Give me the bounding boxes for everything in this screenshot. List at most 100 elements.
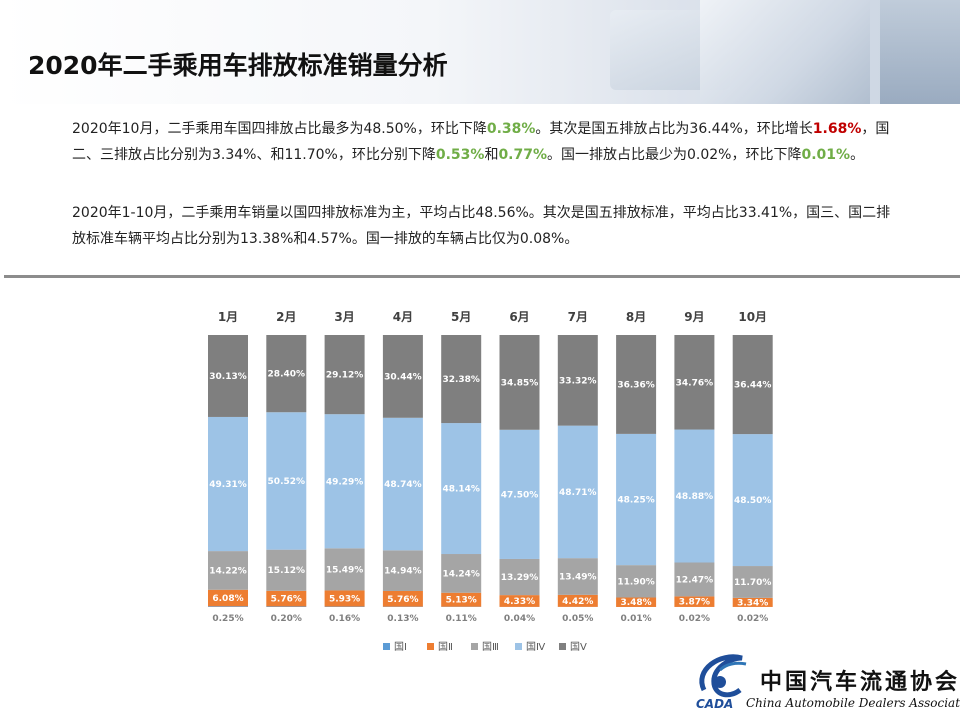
data-label: 28.40%: [268, 370, 306, 380]
data-label: 0.02%: [679, 614, 710, 624]
legend-swatch: [515, 643, 522, 650]
data-label: 49.29%: [326, 477, 364, 487]
bar-segment-3: [382, 550, 423, 591]
bar-segment-1: [266, 606, 307, 607]
month-label: 2月: [276, 310, 296, 324]
data-label: 34.85%: [501, 378, 539, 388]
legend-swatch: [471, 643, 478, 650]
data-label: 50.52%: [268, 477, 306, 487]
bar-segment-4: [732, 434, 773, 567]
cada-logo-mark: CADA: [696, 654, 747, 711]
data-label: 15.12%: [268, 566, 306, 576]
page-title: 2020年二手乘用车排放标准销量分析: [28, 51, 448, 80]
analysis-paragraph-ytd: 2020年1-10月，二手乘用车销量以国四排放标准为主，平均占比48.56%。其…: [72, 205, 891, 247]
bar-segment-3: [208, 551, 248, 590]
bar-segment-3: [674, 562, 715, 597]
data-label: 0.01%: [620, 614, 651, 624]
data-label: 3.48%: [620, 598, 651, 608]
data-label: 5.93%: [329, 594, 360, 604]
data-label: 0.02%: [737, 614, 768, 624]
bar-segment-5: [616, 335, 657, 434]
bar-segment-4: [324, 414, 365, 549]
header-decoration: [880, 0, 960, 104]
data-label: 0.16%: [329, 614, 360, 624]
bar-segment-4: [674, 429, 715, 563]
logo-mark-text: CADA: [696, 697, 733, 711]
data-label: 0.04%: [504, 614, 535, 624]
bar-segment-5: [499, 335, 540, 430]
data-label: 36.36%: [617, 380, 655, 390]
data-label: 48.50%: [734, 496, 772, 506]
paragraph-text-segment: 和: [484, 147, 499, 163]
data-label: 0.11%: [446, 614, 477, 624]
data-label: 3.87%: [679, 598, 710, 608]
bar-segment-2: [208, 589, 248, 607]
bar-segment-2: [441, 592, 482, 607]
bar-segment-4: [266, 412, 307, 550]
emission-standard-stacked-bar-chart: 1月 0.25% 6.08% 14.22% 49.31% 30.13% 2月 0.20% 5.7…: [208, 310, 773, 653]
paragraph-text-segment: 2020年10月，二手乘用车国四排放占比最多为48.50%，环比下降: [72, 121, 487, 137]
data-label: 5.76%: [387, 595, 418, 605]
bar-segment-5: [266, 335, 307, 413]
bar-segment-3: [266, 549, 307, 591]
data-label: 30.44%: [384, 372, 422, 382]
bar-segment-3: [557, 558, 598, 595]
data-label: 4.33%: [504, 597, 535, 607]
bar-segment-2: [557, 594, 598, 607]
data-label: 32.38%: [442, 375, 480, 385]
bar-segment-5: [674, 335, 715, 430]
data-label: 47.50%: [501, 490, 539, 500]
bar-segment-3: [324, 548, 365, 591]
data-label: 6.08%: [212, 594, 243, 604]
data-label: 0.13%: [387, 614, 418, 624]
header-decoration: [700, 0, 870, 104]
data-label: 5.76%: [271, 595, 302, 605]
legend-label: 国Ⅴ: [570, 641, 587, 653]
data-label: 0.25%: [212, 614, 243, 624]
month-label: 9月: [684, 310, 704, 324]
bar-segment-4: [208, 416, 248, 552]
data-label: 34.76%: [676, 378, 714, 388]
bar-segment-2: [382, 590, 423, 607]
data-label: 0.20%: [271, 614, 302, 624]
section-divider: [4, 275, 960, 278]
month-label: 7月: [568, 310, 588, 324]
data-label: 30.13%: [209, 372, 247, 382]
bar-segment-4: [441, 423, 482, 555]
data-label: 3.34%: [737, 598, 768, 608]
bar-segment-1: [208, 606, 248, 607]
data-label: 14.22%: [209, 566, 247, 576]
bar-segment-5: [732, 335, 773, 435]
analysis-paragraph-october: 2020年10月，二手乘用车国四排放占比最多为48.50%，环比下降0.38%。…: [72, 116, 902, 168]
data-label: 14.24%: [442, 569, 480, 579]
legend-label: 国Ⅳ: [526, 641, 546, 653]
paragraph-text-segment: 。国一排放占比最少为0.02%，环比下降: [547, 147, 802, 163]
month-label: 4月: [393, 310, 413, 324]
data-label: 11.90%: [617, 577, 655, 587]
data-label: 14.94%: [384, 567, 422, 577]
bar-segment-3: [441, 554, 482, 593]
bar-segment-5: [557, 335, 598, 426]
organization-name: 中国汽车流通协会: [760, 669, 960, 695]
bar-segment-2: [674, 596, 715, 607]
data-label: 5.13%: [446, 596, 477, 606]
bar-segment-5: [324, 335, 365, 415]
bar-segment-3: [499, 558, 540, 596]
highlighted-change-value: 0.38%: [486, 121, 536, 137]
bar-segment-4: [499, 429, 540, 559]
month-label: 8月: [626, 310, 646, 324]
data-label: 11.70%: [734, 578, 772, 588]
data-label: 13.29%: [501, 573, 539, 583]
bar-segment-2: [266, 590, 307, 607]
paragraph-text-segment: 。其次是国五排放占比为36.44%，环比增长: [535, 121, 813, 137]
data-label: 12.47%: [676, 575, 714, 585]
month-label: 3月: [334, 310, 354, 324]
highlighted-change-value: 0.77%: [498, 147, 548, 163]
paragraph-text-segment: ，国二、三排放占比分别为3.34%、和11.70%，环比分别下降: [72, 121, 890, 163]
legend-label: 国Ⅲ: [482, 641, 499, 653]
month-label: 6月: [509, 310, 529, 324]
bar-segment-5: [382, 335, 423, 418]
data-label: 48.71%: [559, 488, 597, 498]
bar-segment-5: [441, 335, 482, 424]
data-label: 29.12%: [326, 371, 364, 381]
